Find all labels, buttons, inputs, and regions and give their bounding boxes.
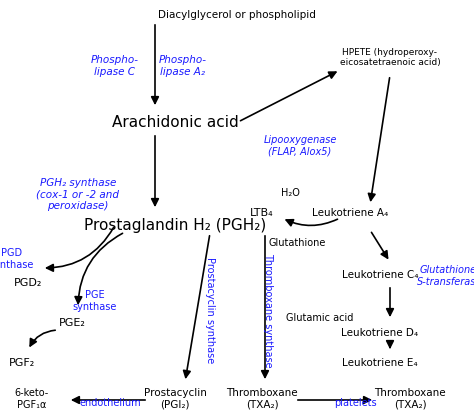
Text: H₂O: H₂O [281, 188, 300, 198]
Text: Leukotriene C₄: Leukotriene C₄ [342, 270, 418, 280]
Text: Thromboxane synthase: Thromboxane synthase [263, 253, 273, 367]
Text: LTB₄: LTB₄ [250, 208, 274, 218]
Text: Lipooxygenase
(FLAP, Alox5): Lipooxygenase (FLAP, Alox5) [264, 135, 337, 157]
Text: Leukotriene E₄: Leukotriene E₄ [342, 358, 418, 368]
Text: endothelium: endothelium [79, 398, 141, 408]
Text: Glutathione-
S-transferase: Glutathione- S-transferase [417, 265, 474, 286]
Text: PGD₂: PGD₂ [14, 278, 42, 288]
Text: Thromboxane
(TXA₂): Thromboxane (TXA₂) [226, 388, 298, 409]
Text: PGE₂: PGE₂ [59, 318, 85, 328]
Text: 6-keto-
PGF₁α: 6-keto- PGF₁α [15, 388, 49, 409]
Text: Prostacyclin
(PGI₂): Prostacyclin (PGI₂) [144, 388, 207, 409]
Text: Glutathione: Glutathione [268, 238, 326, 248]
Text: PGH₂ synthase
(cox-1 or -2 and
peroxidase): PGH₂ synthase (cox-1 or -2 and peroxidas… [36, 178, 119, 211]
Text: Thromboxane
(TXA₂): Thromboxane (TXA₂) [374, 388, 446, 409]
Text: Phospho-
lipase C: Phospho- lipase C [91, 55, 139, 77]
Text: Arachidonic acid: Arachidonic acid [111, 115, 238, 130]
Text: HPETE (hydroperoxy-
eicosatetraenoic acid): HPETE (hydroperoxy- eicosatetraenoic aci… [340, 48, 440, 68]
Text: Leukotriene D₄: Leukotriene D₄ [341, 328, 419, 338]
Text: platelets: platelets [334, 398, 376, 408]
Text: PGE
synthase: PGE synthase [73, 290, 117, 311]
Text: Diacylglycerol or phospholipid: Diacylglycerol or phospholipid [158, 10, 316, 20]
Text: Prostacyclin synthase: Prostacyclin synthase [205, 257, 215, 363]
Text: PGD
synthase: PGD synthase [0, 248, 34, 270]
Text: Glutamic acid: Glutamic acid [286, 313, 354, 323]
Text: Phospho-
lipase A₂: Phospho- lipase A₂ [159, 55, 207, 77]
Text: PGF₂: PGF₂ [9, 358, 35, 368]
Text: Prostaglandin H₂ (PGH₂): Prostaglandin H₂ (PGH₂) [84, 218, 266, 233]
Text: Leukotriene A₄: Leukotriene A₄ [312, 208, 388, 218]
